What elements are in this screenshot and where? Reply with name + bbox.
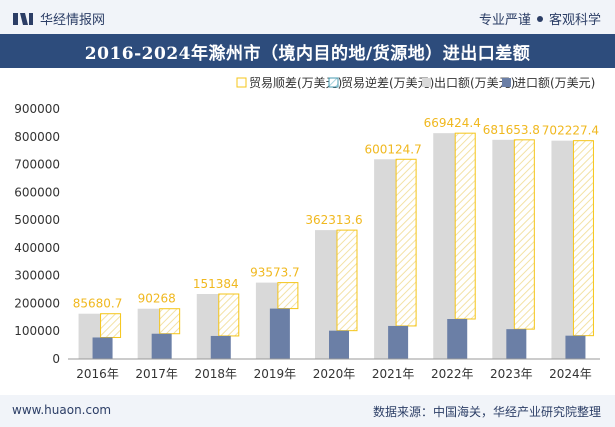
surplus-data-label: 90268 [138,292,176,306]
brand-name: 华经情报网 [40,13,106,28]
website-link[interactable]: www.huaon.com [12,403,112,417]
surplus-bar [572,140,594,337]
import-bar [151,333,172,359]
surplus-bar [277,282,299,310]
y-tick-label: 400000 [14,241,60,255]
surplus-data-label: 702227.4 [542,124,599,138]
slogan-2: 客观科学 [548,13,601,28]
surplus-data-label: 93573.7 [250,266,300,280]
bars: 85680.7 90268 151384 93573.7 362313.6 600124.… [73,116,599,359]
legend-swatch [236,77,247,88]
import-bar [269,308,290,359]
y-tick-label: 900000 [14,102,60,116]
slogan-1: 专业严谨 [478,13,531,28]
surplus-bar [513,139,535,330]
legend-label: 贸易顺差(万美元) [249,76,342,90]
legend-swatch [422,78,431,87]
surplus-bar [454,132,476,320]
y-tick-label: 700000 [14,158,60,172]
import-bar [506,329,527,359]
import-bar [210,335,231,359]
import-bar [92,337,113,359]
x-tick-label: 2016年 [76,367,119,381]
surplus-bar [100,313,122,338]
legend-swatch [328,77,339,88]
x-tick-label: 2017年 [135,367,178,381]
surplus-bar [336,229,358,332]
x-tick-label: 2021年 [372,367,415,381]
y-tick-label: 300000 [14,269,60,283]
y-tick-label: 600000 [14,185,60,199]
surplus-bar [218,293,240,337]
footer: www.huaon.com 数据来源：中国海关，华经产业研究院整理 [0,395,615,427]
surplus-data-label: 681653.8 [483,123,540,137]
y-tick-label: 100000 [14,324,60,338]
legend-label: 贸易逆差(万美元) [341,75,434,90]
title-bar: 2016-2024年滁州市（境内目的地/货源地）进出口差额 [0,34,615,68]
surplus-data-label: 151384 [193,277,239,291]
import-bar [447,319,468,359]
dot-icon [536,15,543,22]
data-source: 数据来源：中国海关，华经产业研究院整理 [372,405,601,419]
slogan: 专业严谨 客观科学 [479,9,601,28]
surplus-data-label: 600124.7 [364,142,421,156]
surplus-data-label: 362313.6 [305,213,362,227]
chart-title: 2016-2024年滁州市（境内目的地/货源地）进出口差额 [84,43,531,64]
surplus-bar [159,308,181,335]
x-tick-label: 2023年 [490,367,533,381]
legend-swatch [502,78,511,87]
x-tick-label: 2024年 [549,367,592,381]
chart: 贸易顺差(万美元)贸易逆差(万美元) 出口额(万美元)进口额(万美元) 0 1000… [14,75,600,381]
y-tick-label: 200000 [14,296,60,310]
import-bar [388,325,409,359]
brand: 华经情报网 [12,9,105,28]
brand-logo-icon [13,12,33,25]
y-tick-label: 800000 [14,130,60,144]
y-axis: 0 100000 200000 300000 400000 500000 600000 700… [14,102,60,366]
surplus-data-label: 669424.4 [424,116,481,130]
x-tick-label: 2022年 [431,367,474,381]
surplus-data-label: 85680.7 [73,297,123,311]
top-bar: 华经情报网 专业严谨 客观科学 [0,0,615,34]
legend-label: 进口额(万美元) [514,76,595,90]
x-axis: 2016年 2017年 2018年 2019年 2020年 2021年 2022年 2023年… [68,358,600,381]
x-tick-label: 2018年 [195,367,238,381]
x-tick-label: 2020年 [313,367,356,381]
x-tick-label: 2019年 [254,367,297,381]
legend-label: 出口额(万美元) [434,76,515,90]
y-tick-label: 500000 [14,213,60,227]
legend: 贸易顺差(万美元)贸易逆差(万美元) 出口额(万美元)进口额(万美元) [236,75,595,90]
import-bar [329,330,349,359]
import-bar [565,335,586,359]
surplus-bar [395,158,417,327]
y-tick-label: 0 [52,352,60,366]
